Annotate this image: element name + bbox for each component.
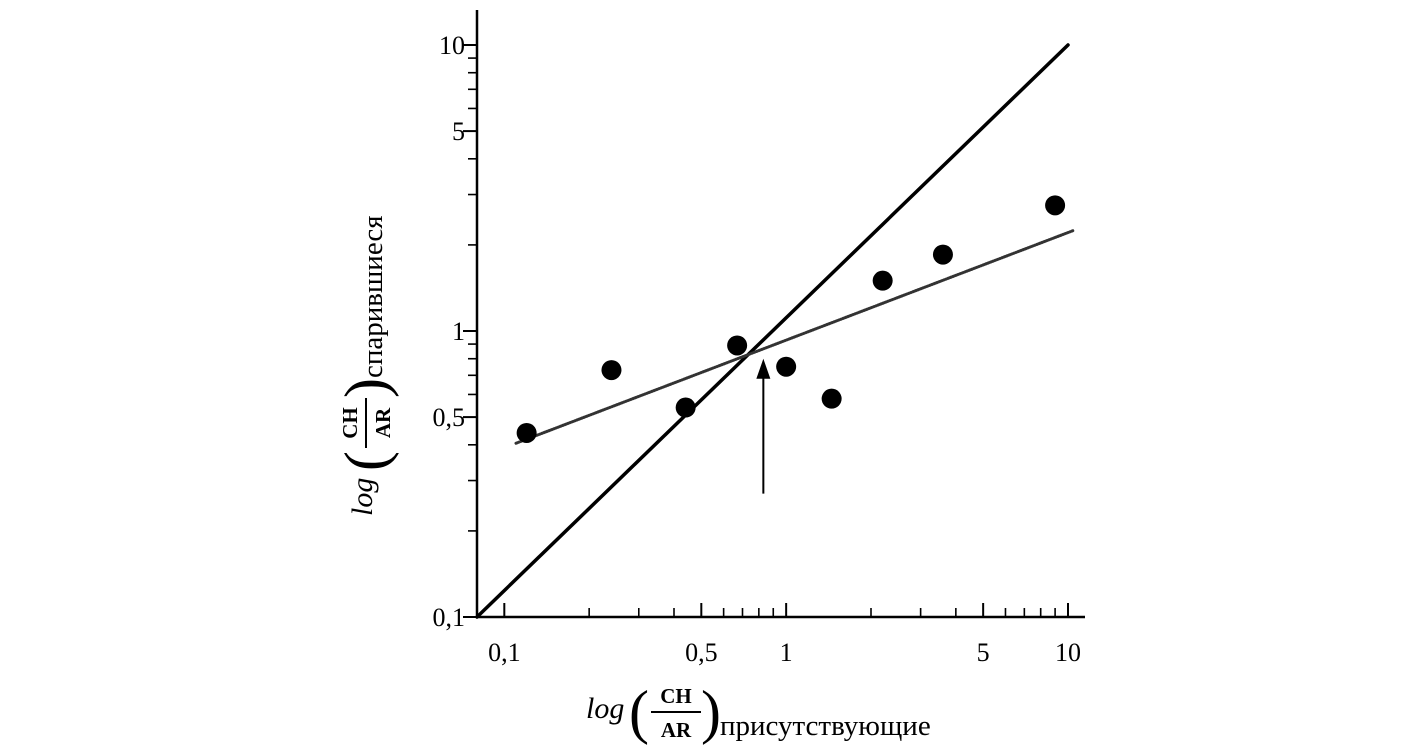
axes xyxy=(463,10,1085,619)
data-point xyxy=(872,270,893,291)
x-tick-label: 0,1 xyxy=(488,638,521,667)
y-axis-label-numerator: CH xyxy=(338,407,362,439)
data-point xyxy=(932,244,953,265)
y-axis-label-denominator: AR xyxy=(371,407,395,438)
data-points xyxy=(516,195,1066,443)
data-point xyxy=(675,397,696,418)
x-tick-label: 10 xyxy=(1055,638,1081,667)
y-tick-label: 0,1 xyxy=(433,603,466,632)
data-point xyxy=(601,360,622,381)
x-axis-label-log: log xyxy=(586,692,624,725)
x-axis-label-numerator: CH xyxy=(660,684,692,708)
data-point xyxy=(821,388,842,409)
y-tick-label: 0,5 xyxy=(433,403,466,432)
tick-labels: 0,1 0,5 1 5 10 0,1 0,5 1 5 10 xyxy=(433,31,1082,667)
arrow-head xyxy=(756,358,771,379)
chart-lines xyxy=(475,43,1076,619)
y-tick-label: 5 xyxy=(452,117,465,146)
data-point xyxy=(516,422,537,443)
y-axis-label-open-paren: ( xyxy=(333,451,399,471)
y-tick-label: 1 xyxy=(452,317,465,346)
data-point xyxy=(727,335,748,356)
x-axis-label-close-paren: ) xyxy=(701,679,721,745)
x-axis-label-open-paren: ( xyxy=(629,679,649,745)
data-point xyxy=(1045,195,1066,216)
y-axis-label-close-paren: ) xyxy=(333,378,399,398)
y-axis-label-log: log xyxy=(346,478,379,516)
y-tick-label: 10 xyxy=(439,31,465,60)
x-axis-label-suffix: присутствующие xyxy=(720,710,931,742)
y-axis-label-suffix: спарившиеся xyxy=(357,215,389,378)
x-axis-label: log ( CH AR ) присутствующие xyxy=(586,679,931,745)
x-tick-label: 0,5 xyxy=(685,638,718,667)
y-axis-label: log ( CH AR ) спарившиеся xyxy=(333,215,399,516)
x-axis-label-denominator: AR xyxy=(661,718,692,742)
x-tick-label: 1 xyxy=(780,638,793,667)
data-point xyxy=(776,356,797,377)
x-tick-label: 5 xyxy=(977,638,990,667)
equality-line xyxy=(475,43,1070,619)
regression-line xyxy=(514,228,1076,445)
